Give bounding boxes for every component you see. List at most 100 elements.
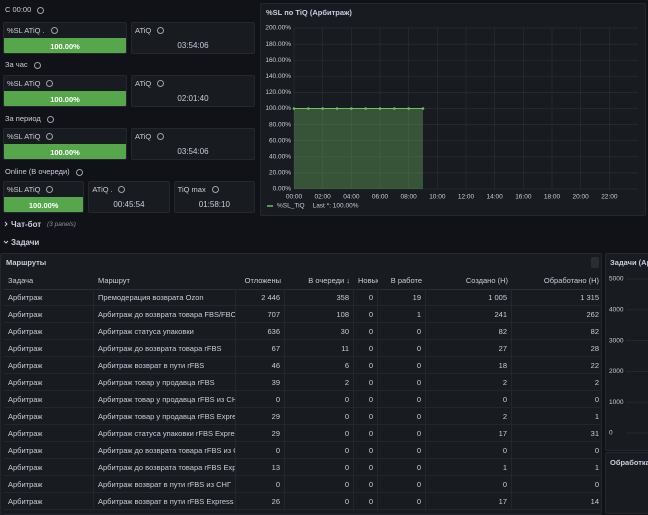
table-cell: 2 xyxy=(512,374,601,391)
side-panel-title: Обработка xyxy=(610,458,648,467)
stat-panel: ATiQ . 00:45:54 xyxy=(88,181,170,213)
table-cell: 0 xyxy=(378,476,426,493)
table-cell: 0 xyxy=(354,357,378,374)
stat-panel: %SL ATiQ . 100.00% xyxy=(3,22,127,54)
table-cell: 29 xyxy=(236,408,285,425)
column-header[interactable]: Отложены xyxy=(244,276,281,285)
info-icon xyxy=(157,80,164,87)
column-header[interactable]: Обработано (Н) xyxy=(543,276,599,285)
table-cell: Арбитраж xyxy=(4,442,94,459)
table-cell: 0 xyxy=(354,493,378,510)
table-cell: 108 xyxy=(285,306,354,323)
series-point xyxy=(307,107,310,110)
table-cell: 0 xyxy=(378,323,426,340)
table-cell: 1 005 xyxy=(426,289,512,306)
row-note: (3 panels) xyxy=(47,221,76,228)
column-header[interactable]: Новые xyxy=(358,276,378,285)
table-cell: Арбитраж xyxy=(4,408,94,425)
table-cell: 22 xyxy=(512,357,601,374)
table-cell: 0 xyxy=(378,374,426,391)
table-cell: 0 xyxy=(354,442,378,459)
table-cell: 0 xyxy=(426,476,512,493)
info-icon xyxy=(51,27,58,34)
table-cell: 1 315 xyxy=(512,289,601,306)
y-tick-label: 60.00% xyxy=(269,137,291,144)
stat-panel: %SL ATiQ 100.00% xyxy=(3,128,127,160)
table-cell: 0 xyxy=(236,442,285,459)
table-cell: 707 xyxy=(236,306,285,323)
side-chart-svg: 0 1000 2000 3000 4000 5000 xyxy=(609,276,648,437)
table-cell: 0 xyxy=(378,340,426,357)
series-point xyxy=(393,107,396,110)
column-header[interactable]: Задача xyxy=(8,276,34,285)
stat-title: ATiQ . xyxy=(92,185,113,194)
table-cell: Арбитраж xyxy=(4,476,94,493)
stat-panel: %SL ATiQ 100.00% xyxy=(3,181,85,213)
table-cell: 0 xyxy=(285,408,354,425)
stat-value: 01:58:10 xyxy=(198,200,230,209)
series-point xyxy=(407,107,410,110)
column-header[interactable]: В очереди ↓ xyxy=(308,276,350,285)
table-cell: 1 xyxy=(426,459,512,476)
table-cell: 1 xyxy=(378,306,426,323)
table-cell: 0 xyxy=(236,391,285,408)
info-icon xyxy=(157,133,164,140)
section-title: Online (В очереди) xyxy=(5,167,70,176)
side-chart-panel: Задачи (Арбитраж) 0 1000 2000 3000 4000 5000 xyxy=(605,253,648,451)
x-tick-label: 18:00 xyxy=(544,194,561,201)
stat-value: 00:45:54 xyxy=(113,200,145,209)
info-icon xyxy=(37,7,44,14)
table-title: Маршруты xyxy=(6,258,47,267)
y-tick-label: 40.00% xyxy=(269,154,291,161)
table-cell: 31 xyxy=(512,425,601,442)
row-title[interactable]: Задачи xyxy=(11,238,40,247)
x-tick-label: 06:00 xyxy=(372,194,389,201)
table-cell: 0 xyxy=(354,425,378,442)
table-cell: 82 xyxy=(512,323,601,340)
stat-value: 02:01:40 xyxy=(177,94,209,103)
series-point xyxy=(321,107,324,110)
table-cell: 17 xyxy=(426,493,512,510)
y-tick-label: 2000 xyxy=(609,368,624,375)
side-panel: Обработка xyxy=(605,452,648,514)
table-cell: Арбитраж статуса упаковки xyxy=(94,323,236,340)
table-cell: 0 xyxy=(354,289,378,306)
table-cell: Арбитраж xyxy=(4,374,94,391)
info-icon xyxy=(46,80,53,87)
side-chart-title: Задачи (Арбитраж) xyxy=(610,258,648,267)
stat-value: 100.00% xyxy=(50,42,80,51)
table-cell: 0 xyxy=(354,391,378,408)
section-title: За час xyxy=(5,60,28,69)
table-cell: Арбитраж xyxy=(4,289,94,306)
stat-panel: ATiQ 03:54:06 xyxy=(131,128,255,160)
stat-panel: ATiQ 03:54:06 xyxy=(131,22,255,54)
table-cell: 0 xyxy=(378,391,426,408)
table-cell: 0 xyxy=(354,459,378,476)
column-header[interactable]: В работе xyxy=(390,276,422,285)
info-icon xyxy=(47,116,54,123)
chart-title: %SL по TiQ (Арбитраж) xyxy=(266,8,352,17)
column-header[interactable]: Создано (Н) xyxy=(465,276,508,285)
stat-value: 03:54:06 xyxy=(177,147,209,156)
table-cell: 2 xyxy=(285,374,354,391)
stat-value: 03:54:06 xyxy=(177,41,209,50)
table-cell: 26 xyxy=(236,493,285,510)
table-cell: 17 xyxy=(426,425,512,442)
table-cell: 0 xyxy=(378,493,426,510)
panel-menu[interactable] xyxy=(591,257,599,268)
y-tick-label: 100.00% xyxy=(265,105,291,112)
column-header[interactable]: Маршрут xyxy=(98,276,130,285)
stat-title: %SL ATiQ xyxy=(7,185,41,194)
table-cell: 82 xyxy=(426,323,512,340)
table-cell: 0 xyxy=(378,425,426,442)
table-cell: 0 xyxy=(236,476,285,493)
table-cell: 6 xyxy=(285,357,354,374)
row-title[interactable]: Чат-бот xyxy=(11,220,42,229)
series-point xyxy=(292,107,296,110)
chevron[interactable] xyxy=(3,221,9,227)
table-cell: 262 xyxy=(512,306,601,323)
chevron[interactable] xyxy=(3,239,9,245)
table-panel: Маршруты Задача Маршрут Отложены В очереди ↓… xyxy=(0,253,602,515)
table-cell: 39 xyxy=(236,374,285,391)
table-cell: 19 xyxy=(378,289,426,306)
